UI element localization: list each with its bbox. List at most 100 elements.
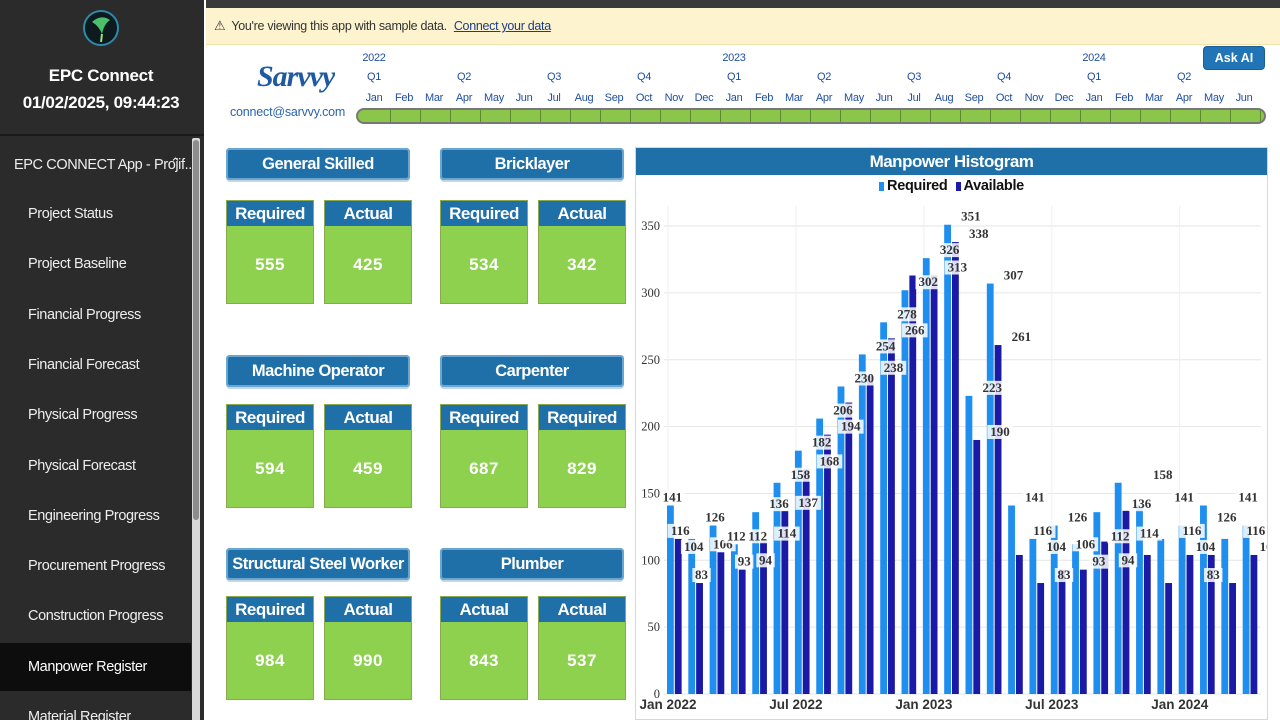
- timeline-cell[interactable]: [1171, 110, 1201, 122]
- timeline-month-label[interactable]: Apr: [455, 92, 473, 104]
- timeline-month-label[interactable]: Mar: [784, 92, 804, 104]
- bar-required[interactable]: [1242, 525, 1250, 694]
- bar-available[interactable]: [802, 469, 810, 694]
- bar-required[interactable]: [730, 544, 738, 694]
- bar-available[interactable]: [994, 345, 1002, 694]
- timeline-quarter-label[interactable]: Q3: [906, 71, 922, 83]
- timeline-cell[interactable]: [991, 110, 1021, 122]
- bar-available[interactable]: [1101, 541, 1109, 694]
- connect-data-link[interactable]: Connect your data: [453, 19, 551, 33]
- timeline-cell[interactable]: [1111, 110, 1141, 122]
- timeline-month-label[interactable]: Oct: [995, 92, 1013, 104]
- sidebar-item[interactable]: Material Register: [28, 709, 131, 720]
- timeline-cell[interactable]: [391, 110, 421, 122]
- sidebar-item[interactable]: Manpower Register: [0, 642, 191, 691]
- timeline-month-label[interactable]: Jun: [1235, 92, 1253, 104]
- timeline-month-label[interactable]: Nov: [1024, 92, 1044, 104]
- timeline-month-label[interactable]: Jan: [365, 92, 383, 104]
- timeline-month-label[interactable]: Aug: [574, 92, 594, 104]
- timeline-cell[interactable]: [481, 110, 511, 122]
- timeline-cell[interactable]: [1141, 110, 1171, 122]
- timeline-cell[interactable]: [691, 110, 721, 122]
- timeline-month-label[interactable]: Jan: [1085, 92, 1103, 104]
- bar-required[interactable]: [986, 283, 994, 694]
- timeline-cell[interactable]: [601, 110, 631, 122]
- timeline-cell[interactable]: [541, 110, 571, 122]
- bar-required[interactable]: [1114, 482, 1122, 694]
- bar-required[interactable]: [1050, 525, 1058, 694]
- sidebar-item[interactable]: Financial Forecast: [28, 356, 140, 373]
- bar-available[interactable]: [1229, 583, 1237, 694]
- bar-available[interactable]: [1143, 554, 1151, 694]
- sidebar-item[interactable]: Project Baseline: [28, 256, 127, 273]
- timeline-month-label[interactable]: May: [844, 92, 864, 104]
- timeline-month-label[interactable]: Jun: [875, 92, 893, 104]
- bar-required[interactable]: [1157, 538, 1165, 694]
- timeline-month-label[interactable]: Nov: [664, 92, 684, 104]
- timeline-month-label[interactable]: Sep: [964, 92, 984, 104]
- timeline-quarter-label[interactable]: Q4: [636, 71, 652, 83]
- timeline-month-label[interactable]: Feb: [754, 92, 774, 104]
- bar-required[interactable]: [1200, 505, 1207, 694]
- bar-required[interactable]: [1221, 538, 1229, 694]
- timeline-cell[interactable]: [1201, 110, 1231, 122]
- timeline-cell[interactable]: [631, 110, 661, 122]
- bar-available[interactable]: [1122, 510, 1130, 694]
- timeline-month-label[interactable]: Mar: [1144, 92, 1164, 104]
- timeline-cell[interactable]: [841, 110, 871, 122]
- timeline-month-label[interactable]: Feb: [394, 92, 414, 104]
- timeline-month-label[interactable]: Oct: [635, 92, 653, 104]
- timeline-month-label[interactable]: Dec: [1054, 92, 1074, 104]
- timeline-cell[interactable]: [961, 110, 991, 122]
- bar-required[interactable]: [709, 525, 717, 694]
- sidebar-item[interactable]: Project Status: [28, 206, 113, 222]
- bar-available[interactable]: [1037, 583, 1045, 694]
- timeline-cell[interactable]: [511, 110, 541, 122]
- timeline-quarter-label[interactable]: Q1: [726, 71, 742, 83]
- bar-available[interactable]: [1058, 569, 1066, 694]
- bar-required[interactable]: [965, 395, 973, 694]
- bar-required[interactable]: [901, 290, 909, 694]
- sidebar-item[interactable]: Physical Forecast: [28, 457, 136, 474]
- bar-required[interactable]: [1093, 512, 1101, 694]
- bar-available[interactable]: [674, 538, 682, 694]
- sidebar-item[interactable]: Physical Progress: [28, 407, 138, 424]
- timeline-month-label[interactable]: Feb: [1114, 92, 1134, 104]
- bar-required[interactable]: [922, 258, 930, 694]
- bar-available[interactable]: [1015, 554, 1023, 694]
- bar-required[interactable]: [1029, 538, 1037, 694]
- bar-available[interactable]: [717, 552, 725, 694]
- bar-required[interactable]: [773, 482, 781, 694]
- bar-available[interactable]: [824, 434, 831, 694]
- sidebar-item[interactable]: Financial Progress: [28, 306, 141, 323]
- timeline-month-label[interactable]: Mar: [424, 92, 444, 104]
- timeline-cell[interactable]: [751, 110, 781, 122]
- timeline-month-label[interactable]: Sep: [604, 92, 624, 104]
- bar-required[interactable]: [1008, 505, 1015, 694]
- bar-available[interactable]: [866, 375, 874, 694]
- timeline-month-label[interactable]: Jul: [547, 92, 561, 104]
- timeline-cell[interactable]: [901, 110, 931, 122]
- sidebar-item[interactable]: Engineering Progress: [28, 507, 160, 524]
- bar-required[interactable]: [688, 538, 696, 694]
- timeline-cell[interactable]: [931, 110, 961, 122]
- bar-available[interactable]: [930, 275, 938, 694]
- bar-available[interactable]: [1186, 554, 1194, 694]
- timeline-bar[interactable]: [356, 108, 1266, 124]
- timeline-quarter-label[interactable]: Q1: [366, 71, 382, 83]
- timeline-cell[interactable]: [811, 110, 841, 122]
- bar-required[interactable]: [816, 418, 824, 694]
- bar-available[interactable]: [909, 275, 917, 694]
- timeline-month-label[interactable]: Apr: [1175, 92, 1193, 104]
- timeline-cell[interactable]: [721, 110, 751, 122]
- timeline-month-label[interactable]: Jul: [907, 92, 921, 104]
- bar-available[interactable]: [952, 242, 959, 694]
- bar-required[interactable]: [880, 322, 888, 694]
- timeline-month-label[interactable]: Jan: [725, 92, 743, 104]
- bar-available[interactable]: [1165, 583, 1173, 694]
- bar-required[interactable]: [752, 512, 760, 694]
- bar-available[interactable]: [973, 439, 981, 694]
- timeline-cell[interactable]: [571, 110, 601, 122]
- bar-available[interactable]: [781, 510, 789, 694]
- timeline-month-label[interactable]: Aug: [934, 92, 954, 104]
